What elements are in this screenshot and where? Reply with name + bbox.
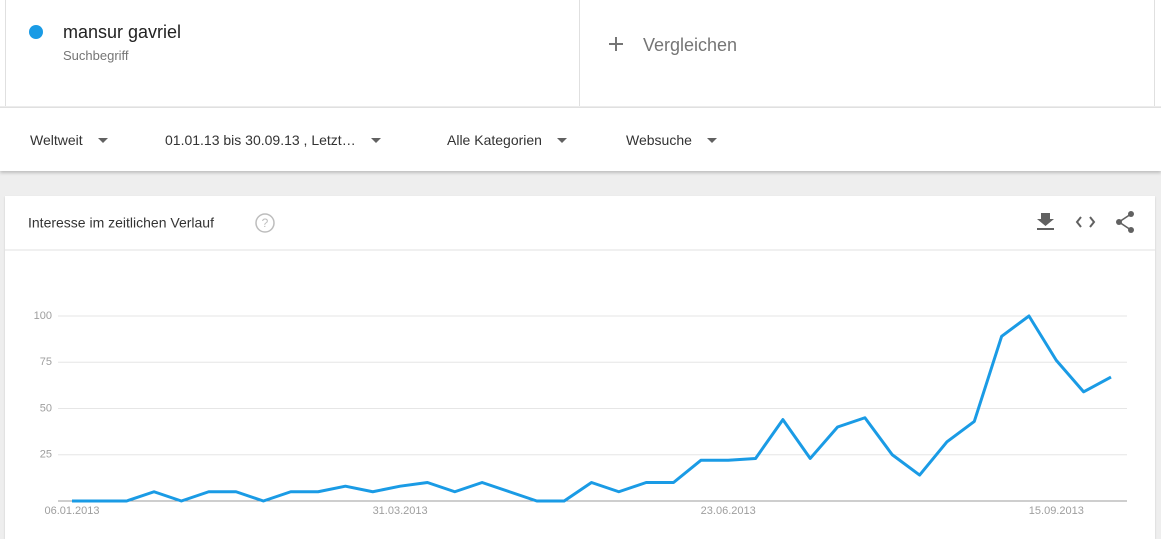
x-tick-label: 23.06.2013 (701, 505, 756, 517)
filter-label: 01.01.13 bis 30.09.13 , Letzt… (165, 132, 356, 148)
filter-label: Weltweit (30, 132, 83, 148)
line-series (72, 314, 1112, 503)
dropdown-arrow (556, 138, 567, 143)
term: mansur gavriel (63, 22, 182, 42)
filter-region[interactable]: Weltweit (30, 132, 109, 148)
chart-card (5, 196, 1155, 539)
share-icon[interactable] (1116, 211, 1134, 233)
dropdown-arrow (370, 138, 381, 143)
compare-card[interactable]: Vergleichen (579, 0, 1155, 106)
y-tick-label: 50 (40, 402, 52, 414)
x-tick-label: 31.03.2013 (373, 505, 428, 517)
filter-type[interactable]: Websuche (626, 132, 718, 148)
dropdown-arrow (706, 138, 717, 143)
y-tick-label: 75 (40, 356, 52, 368)
y-tick-label: 100 (34, 310, 52, 322)
embed-icon[interactable] (1075, 216, 1096, 228)
x-tick-label: 06.01.2013 (44, 505, 99, 517)
help-icon[interactable]: ? (255, 213, 275, 233)
filter-date[interactable]: 01.01.13 bis 30.09.13 , Letzt… (165, 132, 382, 148)
dropdown-arrow (97, 138, 108, 143)
plus-icon (609, 37, 623, 51)
chart-title: Interesse im zeitlichen Verlauf (28, 215, 214, 231)
compare: Vergleichen (643, 35, 738, 55)
term-dot (29, 25, 43, 39)
filter-bar: Weltweit 01.01.13 bis 30.09.13 , Letzt… … (0, 107, 1161, 171)
filter-label: Alle Kategorien (447, 132, 542, 148)
svg-text:?: ? (262, 216, 269, 230)
x-tick-label: 15.09.2013 (1029, 505, 1084, 517)
term-card[interactable]: mansur gavriel Suchbegriff (5, 0, 580, 106)
y-tick-label: 25 (40, 449, 52, 461)
search-bar: mansur gavriel Suchbegriff Vergleichen (0, 0, 1161, 106)
filter-label: Websuche (626, 132, 692, 148)
filter-category[interactable]: Alle Kategorien (447, 132, 568, 148)
download-icon[interactable] (1037, 213, 1054, 230)
term-type: Suchbegriff (63, 48, 129, 63)
